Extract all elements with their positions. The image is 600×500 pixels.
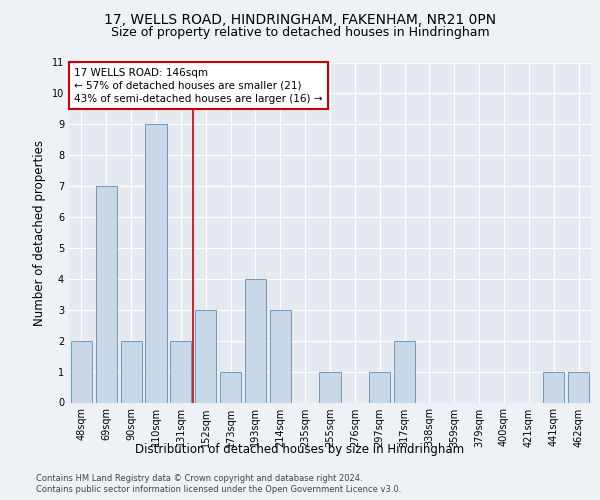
Text: 17, WELLS ROAD, HINDRINGHAM, FAKENHAM, NR21 0PN: 17, WELLS ROAD, HINDRINGHAM, FAKENHAM, N… <box>104 12 496 26</box>
Bar <box>220 372 241 402</box>
Bar <box>394 340 415 402</box>
Bar <box>245 279 266 402</box>
Text: Contains HM Land Registry data © Crown copyright and database right 2024.: Contains HM Land Registry data © Crown c… <box>36 474 362 483</box>
Bar <box>568 372 589 402</box>
Y-axis label: Number of detached properties: Number of detached properties <box>34 140 46 326</box>
Bar <box>121 340 142 402</box>
Bar <box>195 310 216 402</box>
Text: Distribution of detached houses by size in Hindringham: Distribution of detached houses by size … <box>136 442 464 456</box>
Bar <box>170 340 191 402</box>
Text: Size of property relative to detached houses in Hindringham: Size of property relative to detached ho… <box>110 26 490 39</box>
Bar <box>145 124 167 402</box>
Bar <box>543 372 564 402</box>
Bar <box>319 372 341 402</box>
Bar <box>71 340 92 402</box>
Bar <box>96 186 117 402</box>
Text: Contains public sector information licensed under the Open Government Licence v3: Contains public sector information licen… <box>36 485 401 494</box>
Bar <box>270 310 291 402</box>
Text: 17 WELLS ROAD: 146sqm
← 57% of detached houses are smaller (21)
43% of semi-deta: 17 WELLS ROAD: 146sqm ← 57% of detached … <box>74 68 323 104</box>
Bar <box>369 372 390 402</box>
